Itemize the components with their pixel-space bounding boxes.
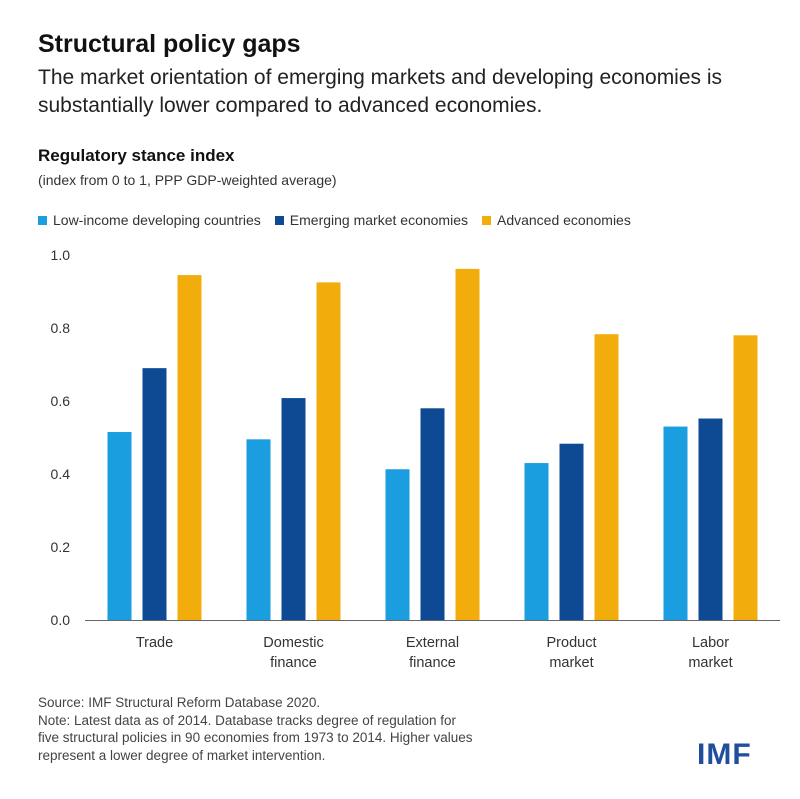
legend-label-low-income: Low-income developing countries	[53, 212, 261, 228]
bar	[698, 418, 723, 620]
legend-item-low-income: Low-income developing countries	[38, 212, 261, 228]
x-tick-label: market	[549, 655, 593, 671]
y-tick-label: 0.0	[51, 612, 71, 628]
imf-logo: IMF	[697, 738, 752, 771]
bar	[594, 334, 619, 620]
bar	[559, 443, 584, 620]
y-tick-label: 1.0	[51, 247, 71, 263]
x-tick-label: External	[406, 635, 459, 651]
legend-swatch-emerging	[274, 215, 284, 225]
x-tick-label: finance	[409, 655, 456, 671]
legend-swatch-advanced	[481, 215, 491, 225]
page-title: Structural policy gaps	[38, 30, 301, 58]
bar	[246, 439, 271, 620]
chart-title: Regulatory stance index	[38, 146, 235, 165]
bar	[733, 335, 758, 620]
bar	[177, 275, 202, 620]
x-tick-label: Domestic	[263, 635, 323, 651]
bar	[455, 268, 480, 620]
y-tick-label: 0.2	[51, 539, 71, 555]
bar	[420, 408, 445, 620]
note-line: represent a lower degree of market inter…	[38, 747, 326, 763]
chart-subtitle: (index from 0 to 1, PPP GDP-weighted ave…	[38, 172, 337, 188]
bar	[385, 469, 410, 620]
chart-legend: Low-income developing countries Emerging…	[38, 212, 631, 228]
x-tick-label: Product	[547, 635, 597, 651]
legend-item-emerging: Emerging market economies	[274, 212, 468, 228]
legend-label-advanced: Advanced economies	[496, 212, 631, 228]
note-line: Note: Latest data as of 2014. Database t…	[38, 712, 457, 728]
legend-swatch-low-income	[38, 215, 47, 225]
bar	[281, 398, 306, 620]
y-tick-label: 0.4	[51, 466, 71, 482]
page-subtitle: The market orientation of emerging marke…	[38, 66, 723, 117]
legend-item-advanced: Advanced economies	[481, 212, 631, 228]
bar	[316, 282, 341, 620]
x-tick-label: Labor	[692, 635, 729, 651]
bar	[663, 426, 688, 620]
x-tick-label: Trade	[136, 635, 173, 651]
legend-label-emerging: Emerging market economies	[289, 212, 468, 228]
x-tick-label: finance	[270, 655, 317, 671]
y-tick-label: 0.6	[51, 393, 71, 409]
note-line: five structural policies in 90 economies…	[38, 730, 473, 745]
bar	[142, 368, 167, 620]
source-notes: Source: IMF Structural Reform Database 2…	[38, 694, 598, 764]
source-line: Source: IMF Structural Reform Database 2…	[38, 695, 321, 710]
bar	[524, 463, 549, 620]
x-tick-label: market	[688, 655, 732, 671]
bar	[107, 432, 132, 620]
y-tick-label: 0.8	[51, 320, 71, 336]
